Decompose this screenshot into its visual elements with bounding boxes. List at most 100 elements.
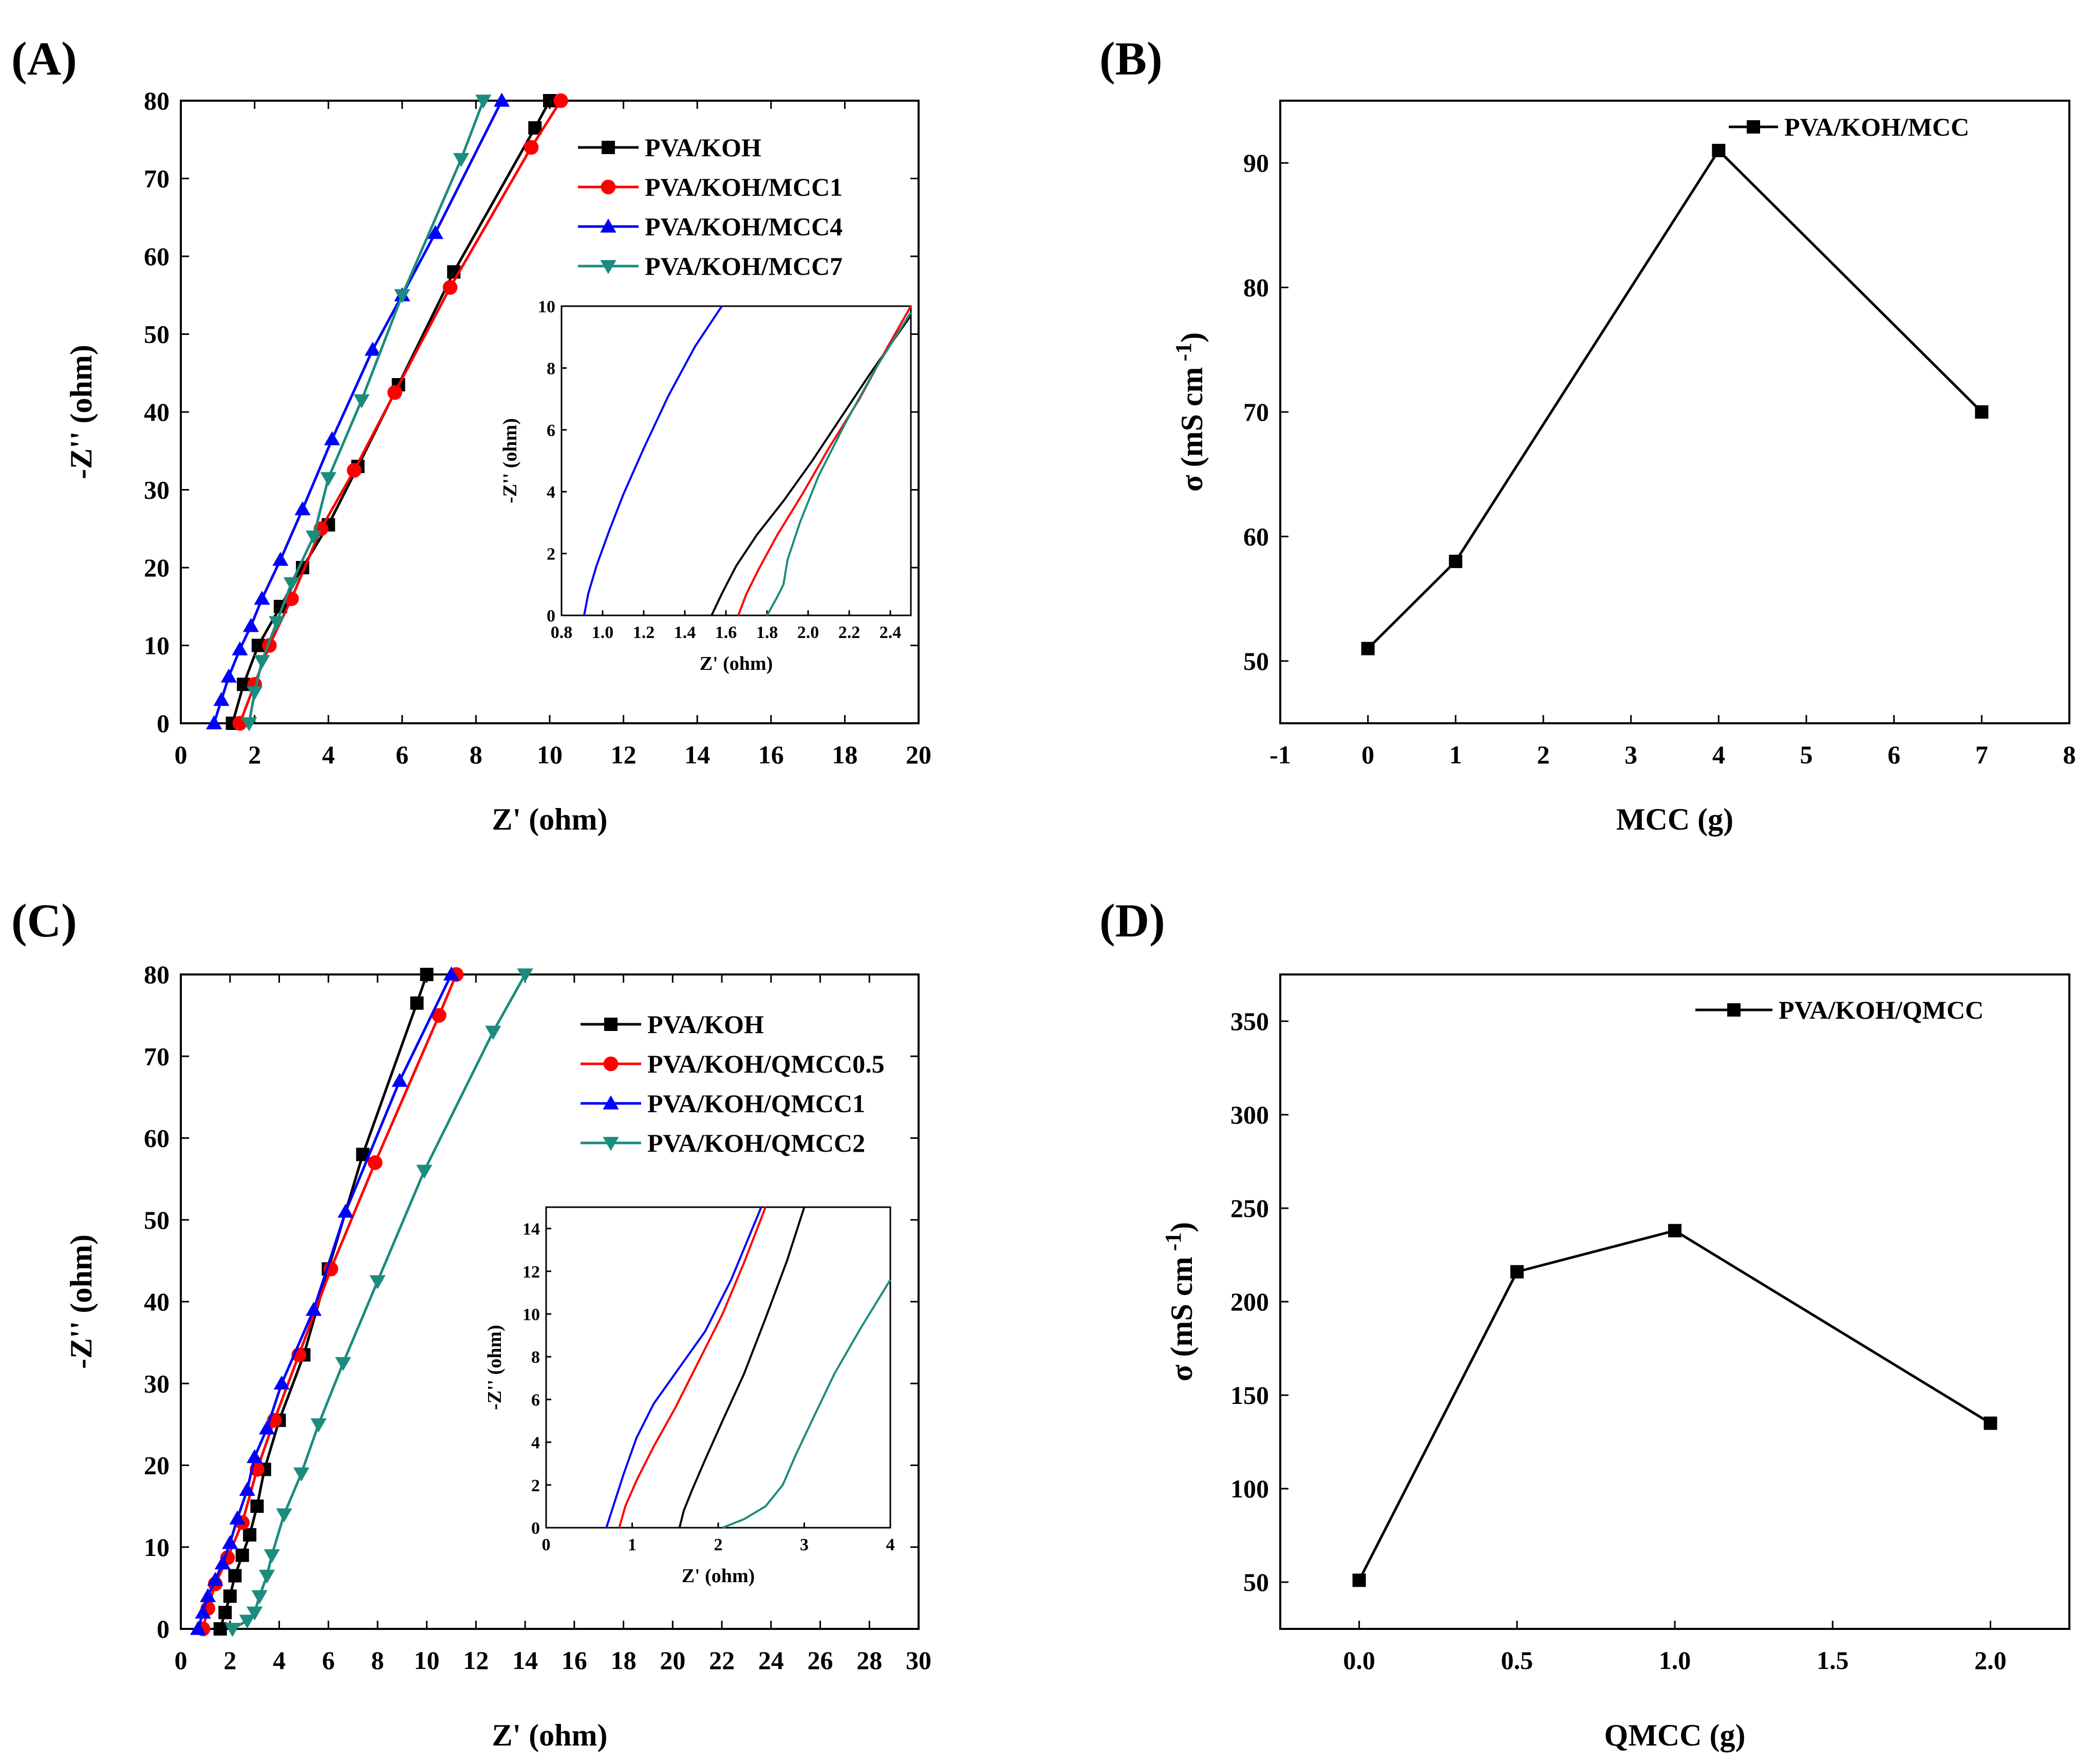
data-point — [353, 394, 370, 408]
y-tick-label: 80 — [1243, 273, 1269, 302]
data-point — [1975, 405, 1989, 419]
data-point — [224, 1623, 241, 1637]
chart-panel-1: (A)0 2 4 6 8 10 12 14 16 18 2001020304050607080Z' … — [11, 32, 931, 836]
data-point — [213, 691, 230, 706]
data-point — [1361, 642, 1375, 655]
data-point — [269, 616, 285, 630]
plot-frame — [1279, 100, 2070, 724]
x-tick-label: 2 — [248, 740, 261, 769]
y-tick-label: 70 — [144, 1042, 170, 1071]
inset-series-line — [711, 314, 912, 616]
data-point — [247, 1606, 263, 1621]
data-point — [442, 280, 458, 295]
x-tick-label: 4 — [322, 740, 335, 769]
y-tick-label: 350 — [1230, 1007, 1269, 1036]
legend-marker — [603, 1137, 619, 1151]
y-tick-label: 10 — [144, 1533, 170, 1562]
y-tick-label: 250 — [1230, 1194, 1269, 1223]
x-tick-label: 0 — [175, 1646, 188, 1675]
x-axis-label: MCC (g) — [1616, 802, 1733, 836]
y-tick-label: 0 — [157, 1615, 170, 1643]
inset-plot-frame — [560, 305, 912, 616]
x-tick-label: 12 — [611, 740, 637, 769]
inset-y-tick-label: 2 — [547, 545, 555, 564]
series-line — [232, 973, 527, 1630]
data-point — [305, 1302, 322, 1316]
inset-y-tick-label: 10 — [538, 297, 555, 316]
inset-y-tick-label: 8 — [547, 359, 555, 378]
data-point — [1352, 1573, 1366, 1587]
data-point — [367, 1155, 383, 1170]
inset-y-tick-label: 2 — [531, 1476, 540, 1495]
data-point — [1510, 1265, 1524, 1279]
x-axis-label: Z' (ohm) — [492, 1718, 608, 1752]
x-tick-label: 6 — [322, 1646, 335, 1675]
inset-x-tick-label: 1 — [628, 1535, 637, 1554]
data-point — [494, 92, 510, 107]
data-point — [364, 342, 381, 356]
data-point — [1712, 143, 1726, 157]
legend-label: PVA/KOH/QMCC — [1779, 996, 1984, 1024]
inset-series-line — [766, 311, 912, 616]
x-axis-label: QMCC (g) — [1604, 1718, 1746, 1752]
data-point — [195, 1604, 211, 1619]
inset-y-tick-label: 0 — [531, 1519, 540, 1538]
inset-x-tick-label: 0 — [542, 1535, 551, 1554]
y-tick-label: 0 — [157, 709, 170, 738]
data-point — [254, 655, 270, 669]
inset-x-tick-label: 2.0 — [797, 623, 819, 642]
data-point — [453, 153, 470, 167]
y-tick-label: 80 — [144, 86, 170, 115]
inset-series-line — [583, 305, 723, 616]
x-tick-label: 7 — [1975, 740, 1988, 769]
y-axis-label-main: σ (mS cm — [1175, 367, 1209, 492]
data-point — [273, 1375, 290, 1390]
inset-x-tick-label: 4 — [886, 1535, 895, 1554]
data-point — [387, 385, 402, 400]
data-point — [324, 431, 340, 445]
x-tick-label: 28 — [856, 1646, 882, 1675]
data-point — [391, 1073, 408, 1087]
data-point — [222, 1535, 238, 1549]
legend-label: PVA/KOH/MCC4 — [645, 212, 843, 241]
x-tick-label: 6 — [1888, 740, 1900, 769]
inset-y-tick-label: 10 — [522, 1305, 540, 1324]
x-tick-label: 20 — [660, 1646, 685, 1675]
inset-y-tick-label: 14 — [522, 1220, 540, 1239]
series-line — [238, 100, 562, 724]
legend-marker — [601, 179, 616, 195]
x-tick-label: 18 — [611, 1646, 637, 1675]
y-tick-label: 50 — [144, 1206, 170, 1234]
x-tick-label: 8 — [470, 740, 482, 769]
x-tick-label: 2 — [1537, 740, 1550, 769]
x-tick-label: 1 — [1449, 740, 1462, 769]
legend-label: PVA/KOH — [647, 1010, 764, 1039]
x-tick-label: 0.0 — [1343, 1646, 1375, 1675]
data-point — [485, 1025, 501, 1040]
x-tick-label: 1.0 — [1659, 1646, 1691, 1675]
data-point — [420, 968, 434, 981]
data-point — [254, 591, 270, 605]
inset-y-tick-label: 12 — [522, 1263, 540, 1282]
data-point — [264, 1549, 280, 1564]
data-point — [427, 224, 444, 239]
x-tick-label: 18 — [832, 740, 857, 769]
data-point — [1984, 1416, 1997, 1430]
data-point — [272, 552, 289, 566]
data-point — [305, 530, 322, 545]
data-point — [228, 1569, 242, 1583]
inset-y-axis-label: -Z'' (ohm) — [499, 418, 521, 503]
y-axis-label: -Z'' (ohm) — [64, 345, 98, 479]
data-point — [214, 1555, 231, 1570]
inset-y-axis-label: -Z'' (ohm) — [484, 1325, 506, 1410]
x-tick-label: 8 — [371, 1646, 384, 1675]
panel-label: (C) — [11, 894, 77, 947]
inset-x-tick-label: 2 — [714, 1535, 723, 1554]
inset-x-tick-label: 1.4 — [674, 623, 696, 642]
panel-label: (D) — [1099, 894, 1165, 947]
x-tick-label: 3 — [1624, 740, 1637, 769]
data-point — [200, 1588, 216, 1602]
data-point — [1668, 1224, 1681, 1237]
inset-x-tick-label: 2.4 — [880, 623, 902, 642]
